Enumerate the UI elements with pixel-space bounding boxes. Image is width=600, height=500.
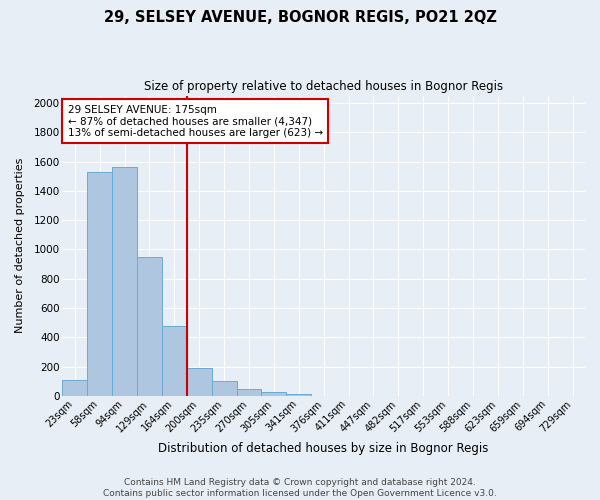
Text: 29 SELSEY AVENUE: 175sqm
← 87% of detached houses are smaller (4,347)
13% of sem: 29 SELSEY AVENUE: 175sqm ← 87% of detach… (68, 104, 323, 138)
Bar (262, 392, 286, 396)
Bar (187, 368, 212, 396)
Bar (286, 394, 311, 396)
Text: Contains HM Land Registry data © Crown copyright and database right 2024.
Contai: Contains HM Land Registry data © Crown c… (103, 478, 497, 498)
Bar (112, 168, 137, 396)
Text: 29, SELSEY AVENUE, BOGNOR REGIS, PO21 2QZ: 29, SELSEY AVENUE, BOGNOR REGIS, PO21 2Q… (104, 10, 496, 25)
Bar (236, 389, 262, 396)
Bar (62, 380, 87, 396)
Y-axis label: Number of detached properties: Number of detached properties (15, 158, 25, 334)
Bar (212, 382, 236, 396)
X-axis label: Distribution of detached houses by size in Bognor Regis: Distribution of detached houses by size … (158, 442, 489, 455)
Bar (162, 326, 187, 396)
Title: Size of property relative to detached houses in Bognor Regis: Size of property relative to detached ho… (144, 80, 503, 93)
Bar (87, 172, 112, 396)
Bar (137, 257, 162, 396)
